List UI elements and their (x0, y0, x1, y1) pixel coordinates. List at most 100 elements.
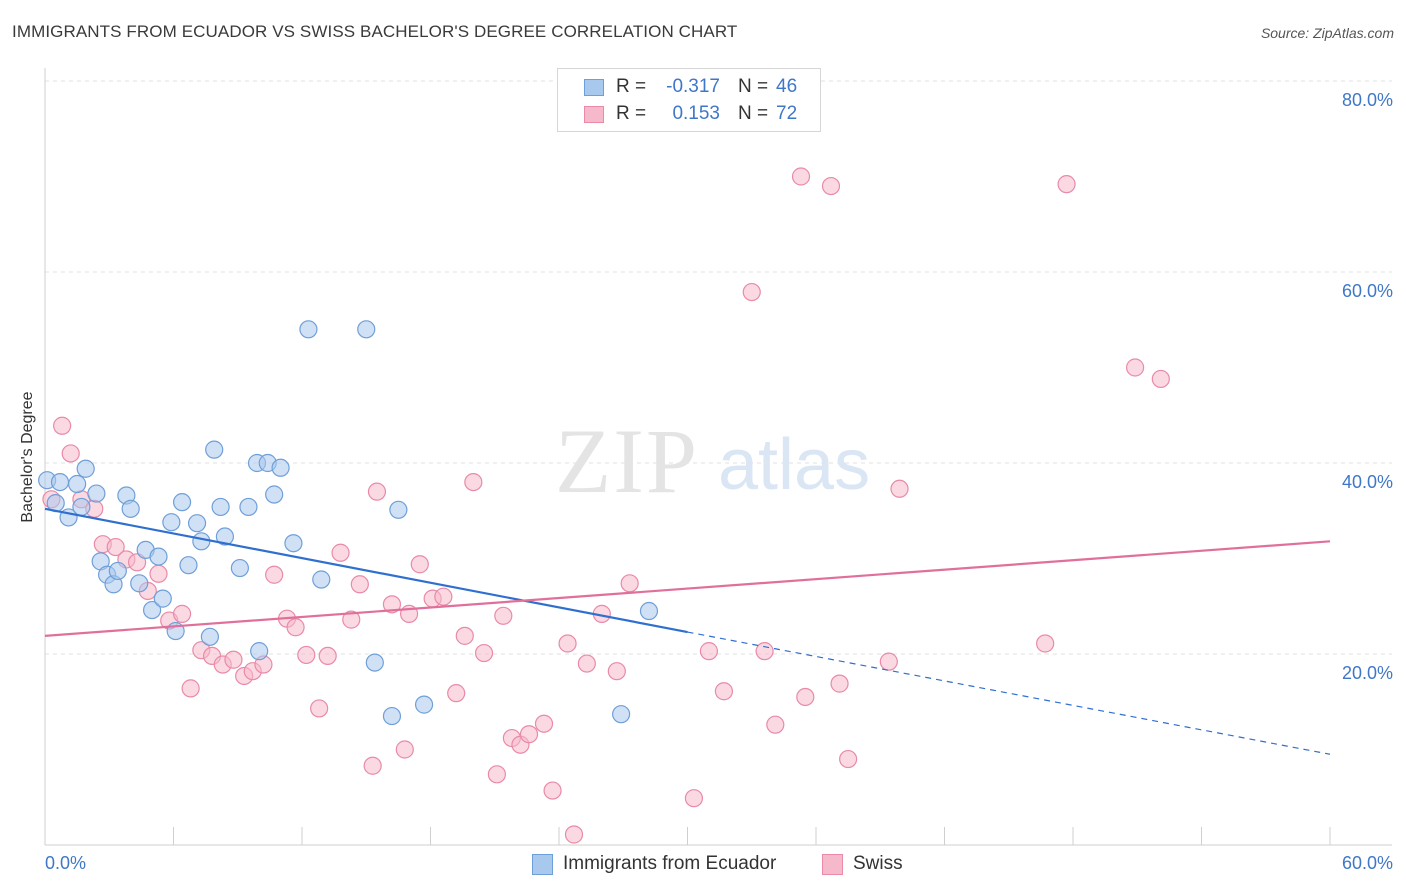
swiss-point (558, 634, 577, 653)
ecuador-point (211, 497, 230, 517)
swiss-point (699, 642, 719, 661)
swiss-point (766, 715, 785, 734)
ecuador-legend-label: Immigrants from Ecuador (563, 853, 777, 874)
swiss-point (714, 682, 734, 701)
chart-title: IMMIGRANTS FROM ECUADOR VS SWISS BACHELO… (12, 22, 738, 41)
r-label: R = (616, 103, 647, 124)
watermark: ZIP atlas (555, 410, 870, 512)
swiss-point (350, 575, 369, 594)
x-tick-label: 0.0% (45, 853, 86, 873)
axis-layer (44, 68, 1392, 846)
r-label: R = (616, 76, 647, 97)
legend-item-swiss[interactable]: Swiss (822, 852, 903, 876)
swiss-point (61, 444, 80, 463)
ecuador-point (130, 574, 149, 593)
r-value: -0.317 (666, 76, 720, 97)
swiss-point (839, 749, 858, 769)
swiss-legend-swatch (822, 853, 843, 875)
swiss-point (1057, 175, 1076, 194)
ecuador-trend-extension (687, 631, 1331, 755)
ecuador-point (50, 473, 70, 492)
ecuador-point (153, 589, 172, 608)
swiss-point (106, 537, 125, 557)
ecuador-point (389, 500, 408, 519)
swiss-trend-line (44, 540, 1331, 637)
swiss-swatch (584, 105, 604, 123)
ecuador-point (205, 440, 224, 459)
swiss-point (410, 555, 429, 574)
ecuador-trend-line (44, 507, 688, 634)
swiss-point (53, 416, 72, 435)
swiss-point (684, 789, 704, 808)
ecuador-point (312, 570, 331, 589)
swiss-point (224, 650, 243, 669)
ecuador-point (172, 493, 192, 512)
swiss-point (318, 646, 337, 666)
swiss-point (742, 282, 761, 302)
swiss-point (755, 642, 774, 661)
x-tick-labels: 0.0% 60.0% (45, 853, 1393, 873)
swiss-point (172, 604, 192, 623)
watermark-zip: ZIP (555, 410, 699, 512)
swiss-point (265, 565, 284, 584)
swiss-point (474, 643, 494, 663)
n-value: 72 (776, 103, 798, 124)
swiss-point (447, 684, 466, 703)
swiss-point (1126, 358, 1145, 377)
stats-legend: R = -0.317 N = 46 R = 0.153 N = 72 (557, 68, 821, 132)
swiss-point (494, 606, 513, 625)
swiss-point (127, 553, 147, 572)
ecuador-point (239, 497, 258, 517)
swiss-point (620, 574, 639, 593)
ecuador-point (265, 485, 284, 504)
swiss-point (830, 674, 849, 693)
swiss-point (464, 473, 483, 492)
swiss-point (879, 652, 898, 671)
ecuador-point (192, 532, 211, 551)
swiss-point (796, 687, 815, 707)
ecuador-point (76, 459, 95, 478)
n-label: N = (738, 103, 769, 124)
ecuador-point (142, 600, 162, 620)
chart-source: Source: ZipAtlas.com (1260, 25, 1394, 41)
swiss-point (434, 587, 453, 606)
swiss-point (534, 714, 554, 733)
n-value: 46 (776, 76, 798, 97)
y-axis-title: Bachelor's Degree (19, 391, 36, 523)
ecuador-point (612, 705, 631, 724)
swiss-point (487, 765, 506, 784)
swiss-point (382, 595, 402, 614)
ecuador-legend-swatch (532, 853, 553, 875)
y-tick-label: 20.0% (1342, 663, 1393, 683)
swiss-point (577, 654, 596, 673)
watermark-atlas: atlas (718, 425, 870, 505)
r-value: 0.153 (672, 103, 720, 124)
ecuador-point (357, 320, 376, 339)
swiss-point (367, 482, 387, 501)
ecuador-point (230, 558, 249, 578)
ecuador-point (108, 561, 127, 581)
legend-row-swiss: R = 0.153 N = 72 (584, 102, 797, 126)
ecuador-point (414, 695, 434, 714)
ecuador-point (382, 706, 402, 726)
ecuador-point (162, 513, 181, 532)
swiss-point (455, 626, 474, 645)
swiss-point (543, 781, 562, 800)
swiss-point (310, 699, 329, 718)
swiss-point (297, 645, 316, 665)
ecuador-point (299, 320, 318, 339)
legend-item-ecuador[interactable]: Immigrants from Ecuador (532, 852, 776, 876)
ecuador-point (200, 627, 220, 646)
swiss-point (564, 825, 584, 844)
ecuador-point (271, 458, 290, 477)
swiss-point (791, 167, 811, 186)
y-tick-labels: 20.0% 40.0% 60.0% 80.0% (1342, 90, 1393, 683)
swiss-point (395, 740, 414, 759)
x-tick-label: 60.0% (1342, 853, 1393, 873)
ecuador-point (250, 642, 269, 661)
swiss-point (1036, 634, 1055, 653)
swiss-point (149, 564, 168, 583)
ecuador-point (149, 547, 168, 566)
swiss-point (286, 618, 305, 637)
y-tick-label: 60.0% (1342, 281, 1393, 301)
